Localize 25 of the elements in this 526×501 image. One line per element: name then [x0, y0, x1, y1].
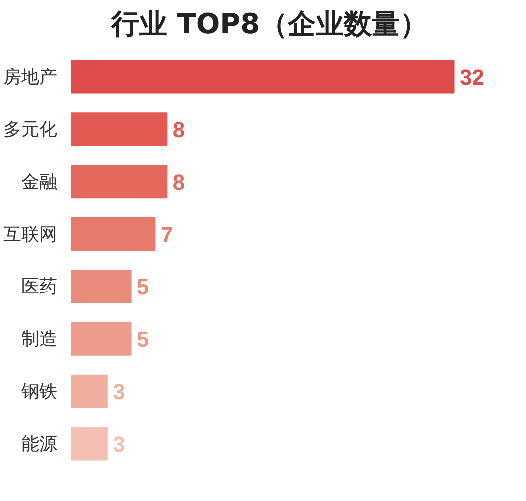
bar [72, 270, 132, 304]
data-label: 5 [137, 274, 150, 300]
data-label: 3 [113, 380, 126, 405]
y-tick-label: 多元化 [4, 119, 58, 140]
data-label: 7 [160, 222, 174, 248]
y-tick-label: 制造 [22, 329, 58, 350]
bar [72, 374, 108, 408]
data-label: 8 [172, 170, 186, 195]
bar [72, 322, 132, 356]
y-tick-label: 房地产 [4, 66, 58, 87]
bar [72, 112, 168, 146]
y-tick-label: 钢铁 [20, 382, 58, 402]
data-label: 8 [172, 117, 186, 142]
y-tick-label: 能源 [22, 434, 58, 454]
data-label: 3 [113, 432, 126, 458]
bar [72, 165, 168, 199]
bar [72, 60, 455, 94]
y-tick-label: 互联网 [4, 224, 58, 244]
chart-title: 行业 TOP8（企业数量） [110, 8, 428, 40]
y-tick-label: 金融 [22, 172, 58, 192]
bar [72, 427, 108, 461]
data-label: 32 [460, 64, 484, 90]
data-label: 5 [137, 327, 150, 352]
bar [72, 218, 156, 252]
y-tick-label: 医药 [22, 276, 58, 297]
